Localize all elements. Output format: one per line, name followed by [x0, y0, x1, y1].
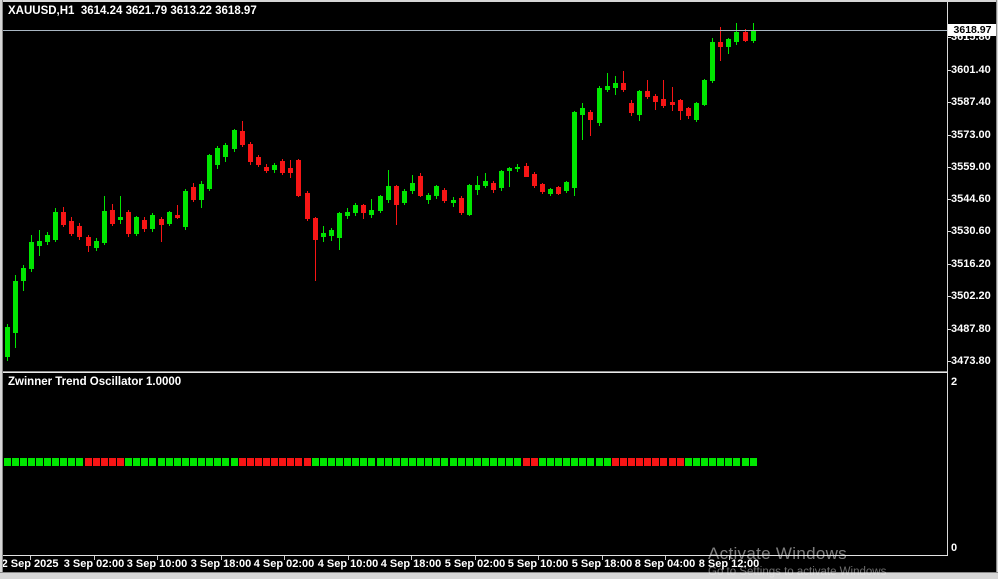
current-price-line	[3, 30, 947, 31]
price-axis-tick	[947, 102, 951, 103]
time-axis-tick	[602, 556, 603, 560]
time-axis-tick	[475, 556, 476, 560]
price-axis-label: 3573.00	[951, 129, 991, 141]
time-axis-tick	[538, 556, 539, 560]
price-axis-tick	[947, 329, 951, 330]
oscillator-panel[interactable]	[3, 375, 947, 555]
price-axis-tick	[947, 231, 951, 232]
price-axis-tick	[947, 361, 951, 362]
time-axis-tick	[30, 556, 31, 560]
subwindow-divider[interactable]	[3, 371, 947, 372]
time-axis-label: 5 Sep 18:00	[571, 558, 633, 570]
current-price-tag: 3618.97	[948, 24, 997, 36]
time-axis-label: 3 Sep 02:00	[63, 558, 125, 570]
time-axis-tick	[729, 556, 730, 560]
window-frame-bottom	[0, 572, 998, 579]
price-axis-label: 3502.20	[951, 290, 991, 302]
time-axis-tick	[284, 556, 285, 560]
price-axis-tick	[947, 199, 951, 200]
time-axis-label: 4 Sep 18:00	[380, 558, 442, 570]
time-axis-label: 5 Sep 02:00	[444, 558, 506, 570]
time-axis-tick	[411, 556, 412, 560]
price-axis-label: 3544.60	[951, 193, 991, 205]
price-axis-tick	[947, 296, 951, 297]
price-axis-label: 3530.60	[951, 225, 991, 237]
price-axis-label: 3601.40	[951, 64, 991, 76]
time-axis-tick	[665, 556, 666, 560]
time-axis-label: 8 Sep 04:00	[634, 558, 696, 570]
price-axis-tick	[947, 264, 951, 265]
activate-windows-watermark-subtext: Go to Settings to activate Windows	[708, 566, 887, 578]
window-frame-left	[0, 0, 3, 579]
subwindow-divider-highlight	[3, 372, 947, 373]
time-axis-label: 4 Sep 10:00	[317, 558, 379, 570]
time-axis-label: 5 Sep 10:00	[507, 558, 569, 570]
oscillator-scale-min: 0	[951, 542, 958, 554]
activate-windows-watermark: Activate Windows	[708, 544, 847, 563]
price-axis-tick	[947, 37, 951, 38]
time-axis-label: 3 Sep 10:00	[126, 558, 188, 570]
time-axis-label: 4 Sep 02:00	[253, 558, 315, 570]
time-axis-divider	[3, 555, 948, 556]
price-axis-tick	[947, 135, 951, 136]
price-chart-area[interactable]	[3, 22, 947, 371]
price-axis-label: 3516.20	[951, 258, 991, 270]
price-axis-label: 3487.80	[951, 323, 991, 335]
time-axis-tick	[94, 556, 95, 560]
price-axis-label: 3473.80	[951, 355, 991, 367]
price-axis-tick	[947, 70, 951, 71]
time-axis-label: 8 Sep 12:00	[698, 558, 760, 570]
time-axis-tick	[221, 556, 222, 560]
time-axis-label: 2 Sep 2025	[1, 558, 59, 570]
chart-symbol-ohlc-title: XAUUSD,H1 3614.24 3621.79 3613.22 3618.9…	[8, 5, 257, 17]
price-axis-label: 3587.40	[951, 96, 991, 108]
oscillator-label: Zwinner Trend Oscillator 1.0000	[8, 376, 182, 388]
window-frame-top	[0, 0, 998, 2]
oscillator-scale-max: 2	[951, 376, 958, 388]
time-axis-tick	[348, 556, 349, 560]
window-frame-right	[996, 0, 998, 579]
price-axis-border-line	[947, 0, 948, 556]
time-axis-tick	[157, 556, 158, 560]
price-axis-label: 3559.00	[951, 161, 991, 173]
price-axis-tick	[947, 167, 951, 168]
time-axis-label: 3 Sep 18:00	[190, 558, 252, 570]
